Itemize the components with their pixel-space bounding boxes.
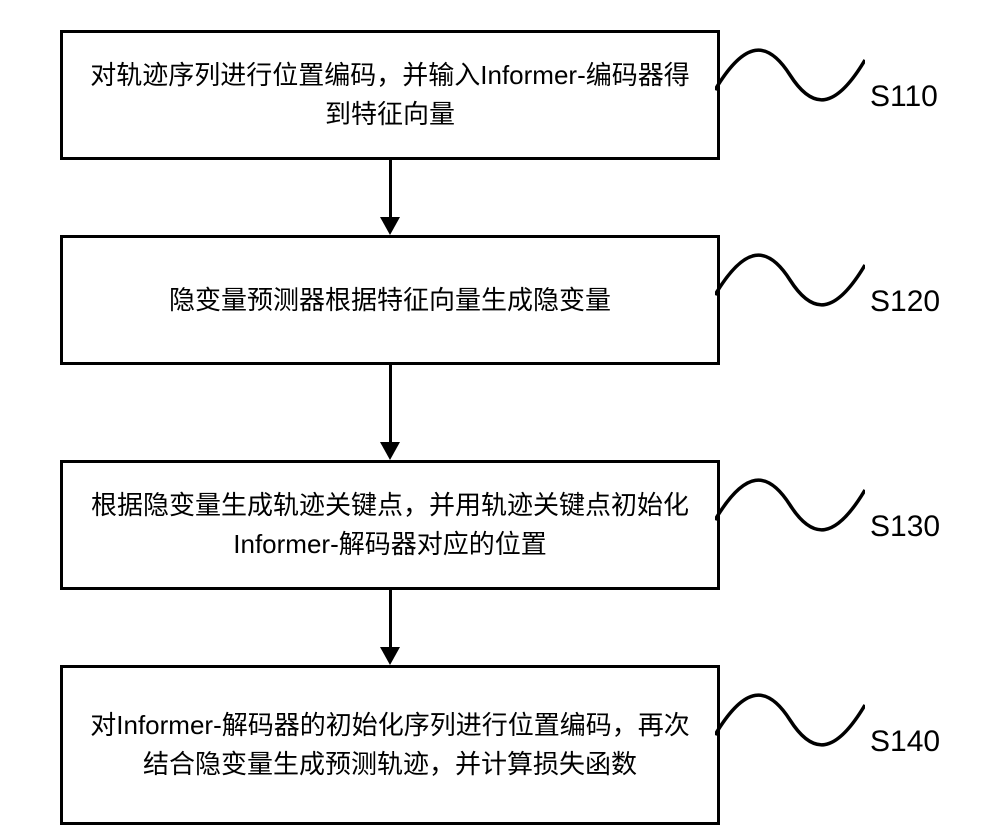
flow-step-s110: 对轨迹序列进行位置编码，并输入Informer-编码器得到特征向量: [60, 30, 720, 160]
brace-s140: [715, 685, 865, 755]
arrow-head-2: [380, 647, 400, 665]
arrow-head-1: [380, 442, 400, 460]
brace-s110: [715, 40, 865, 110]
flow-step-s120: 隐变量预测器根据特征向量生成隐变量: [60, 235, 720, 365]
flow-step-s140: 对Informer-解码器的初始化序列进行位置编码，再次结合隐变量生成预测轨迹，…: [60, 665, 720, 825]
step-label-s140: S140: [870, 725, 940, 759]
flowchart-canvas: 对轨迹序列进行位置编码，并输入Informer-编码器得到特征向量 S110 隐变量…: [0, 0, 1000, 840]
step-text: 对轨迹序列进行位置编码，并输入Informer-编码器得到特征向量: [83, 56, 697, 134]
arrow-line-0: [389, 160, 392, 219]
flow-step-s130: 根据隐变量生成轨迹关键点，并用轨迹关键点初始化Informer-解码器对应的位置: [60, 460, 720, 590]
brace-s120: [715, 245, 865, 315]
step-text: 根据隐变量生成轨迹关键点，并用轨迹关键点初始化Informer-解码器对应的位置: [83, 486, 697, 564]
arrow-line-1: [389, 365, 392, 444]
arrow-head-0: [380, 217, 400, 235]
step-text: 隐变量预测器根据特征向量生成隐变量: [169, 281, 611, 320]
step-label-s130: S130: [870, 510, 940, 544]
step-label-s120: S120: [870, 285, 940, 319]
arrow-line-2: [389, 590, 392, 649]
brace-s130: [715, 470, 865, 540]
step-text: 对Informer-解码器的初始化序列进行位置编码，再次结合隐变量生成预测轨迹，…: [83, 706, 697, 784]
step-label-s110: S110: [870, 80, 938, 114]
